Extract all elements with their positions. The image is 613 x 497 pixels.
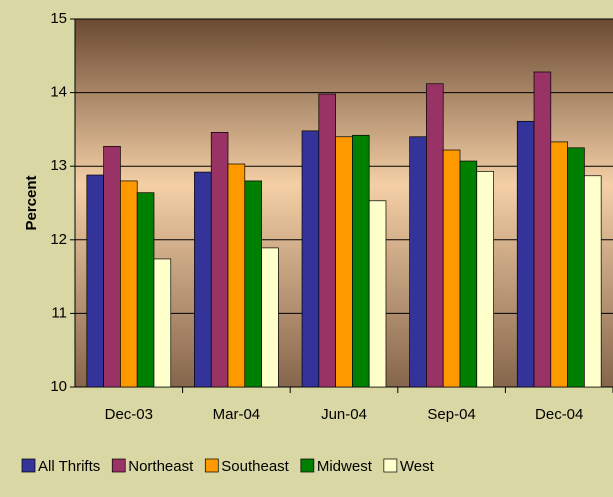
bar — [426, 83, 444, 388]
y-tick-label: 10 — [50, 378, 67, 395]
bar — [244, 180, 262, 388]
legend-label: All Thrifts — [38, 458, 100, 475]
bar — [368, 200, 387, 388]
y-tick-label: 13 — [50, 157, 67, 174]
bar — [318, 93, 336, 388]
bar — [210, 131, 229, 388]
legend-swatch — [383, 458, 398, 473]
y-axis-label: Percent — [23, 175, 40, 230]
x-tick-label: Sep-04 — [427, 406, 475, 423]
bar — [550, 141, 568, 388]
y-tick-label: 11 — [51, 304, 67, 321]
bar — [459, 160, 478, 388]
bar — [584, 175, 602, 388]
bar — [409, 136, 427, 388]
legend-swatch — [21, 458, 36, 473]
x-tick-label: Mar-04 — [213, 406, 261, 423]
legend-swatch — [111, 458, 126, 473]
bar — [103, 145, 121, 388]
legend-label: Southeast — [221, 458, 289, 475]
bar — [86, 174, 104, 388]
x-tick-label: Dec-03 — [105, 406, 153, 423]
bar — [476, 171, 494, 388]
bar — [120, 180, 138, 388]
legend-label: Northeast — [128, 458, 194, 475]
legend-label: Midwest — [317, 458, 373, 475]
bar — [516, 120, 535, 388]
legend-swatch — [204, 458, 219, 473]
bar — [136, 192, 155, 388]
y-tick-label: 14 — [50, 84, 67, 101]
y-tick-label: 12 — [50, 231, 67, 248]
bar — [194, 171, 212, 388]
bar — [153, 258, 172, 388]
bar — [261, 247, 279, 388]
bar — [335, 136, 353, 388]
bar — [227, 163, 246, 388]
legend-label: West — [400, 458, 435, 475]
bar — [301, 130, 320, 388]
bar — [442, 149, 461, 388]
bar — [567, 147, 585, 388]
bar — [533, 71, 552, 388]
bar — [352, 134, 370, 388]
x-tick-label: Dec-04 — [535, 406, 583, 423]
x-tick-label: Jun-04 — [321, 406, 367, 423]
y-tick-label: 15 — [50, 10, 67, 27]
legend-swatch — [300, 458, 315, 473]
